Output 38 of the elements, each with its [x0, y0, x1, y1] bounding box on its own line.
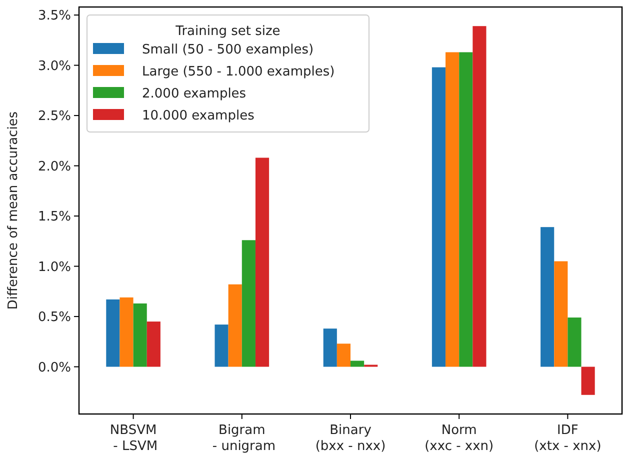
bar: [133, 303, 147, 367]
bar: [446, 52, 460, 367]
y-tick-label: 2.0%: [38, 159, 71, 174]
bar: [540, 227, 554, 367]
bar: [214, 324, 228, 367]
legend-label: Large (550 - 1.000 examples): [142, 64, 335, 80]
legend-label: Small (50 - 500 examples): [142, 42, 314, 58]
bar: [459, 52, 473, 367]
bar: [581, 366, 595, 395]
bar: [255, 158, 270, 367]
x-tick-label: Binary (bxx - nxx): [315, 423, 386, 454]
y-axis-title: Difference of mean accuracies: [6, 111, 21, 310]
bar: [228, 284, 242, 367]
y-tick-label: 2.5%: [38, 109, 71, 124]
y-tick-label: 0.5%: [38, 310, 71, 326]
bar: [554, 261, 568, 367]
legend-label: 10.000 examples: [142, 108, 255, 124]
y-tick-label: 0.0%: [38, 360, 71, 376]
y-tick-label: 1.0%: [38, 260, 71, 275]
legend-title: Training set size: [174, 24, 280, 39]
bar: [106, 299, 120, 367]
bar: [120, 297, 134, 367]
bar: [323, 328, 337, 367]
x-tick-label: NBSVM - LSVM: [109, 423, 158, 454]
x-tick-label: IDF (xtx - xnx): [534, 423, 602, 454]
y-tick-label: 3.5%: [38, 8, 71, 24]
bar: [146, 322, 160, 367]
legend-label: 2.000 examples: [142, 86, 246, 102]
x-tick-label: Norm (xxc - xxn): [424, 423, 494, 454]
bar: [350, 360, 364, 367]
bar: [242, 240, 256, 367]
y-tick-label: 3.0%: [38, 58, 71, 74]
bar: [568, 318, 582, 367]
x-tick-label: Bigram - unigram: [208, 423, 276, 454]
bar: [472, 26, 486, 367]
bar: [336, 344, 350, 367]
bar: [432, 67, 446, 367]
y-tick-label: 1.5%: [38, 210, 71, 225]
